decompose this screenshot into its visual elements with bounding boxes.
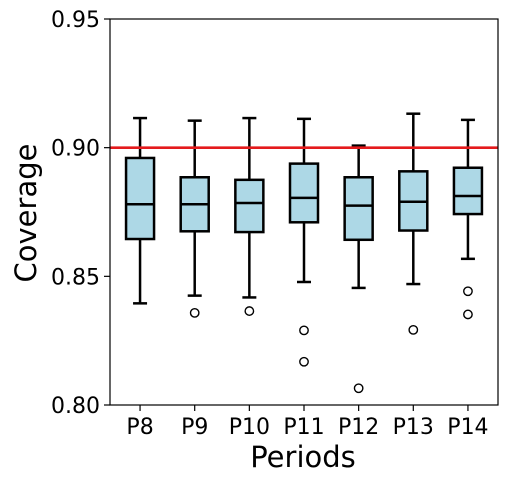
x-axis: P8 P9 P10 P11 P12 P13 P14: [126, 405, 489, 440]
x-axis-label: Periods: [250, 440, 356, 474]
outlier-point: [189, 307, 200, 318]
y-tick-label: 0.80: [51, 394, 100, 419]
outlier-point: [463, 309, 473, 320]
x-tick-label: P13: [393, 415, 434, 440]
outlier-point: [408, 324, 419, 335]
y-tick-label: 0.90: [51, 137, 100, 162]
outlier-point: [244, 306, 255, 316]
box-group-p14: [452, 118, 484, 320]
iqr-box: [288, 162, 320, 224]
y-axis-label: Coverage: [9, 144, 43, 283]
iqr-box: [452, 166, 484, 216]
iqr-box: [234, 178, 265, 234]
x-tick-label: P14: [447, 415, 488, 440]
x-tick-label: P11: [283, 415, 324, 440]
outlier-point: [299, 356, 309, 367]
box-group-p13: [398, 112, 429, 335]
box-group-p12: [343, 144, 374, 394]
y-tick-label: 0.95: [51, 8, 100, 33]
iqr-box: [343, 176, 374, 242]
iqr-box: [124, 156, 156, 241]
box-group-p8: [124, 116, 156, 305]
y-axis: 0.80 0.85 0.90 0.95: [51, 8, 110, 419]
x-tick-label: P12: [338, 415, 379, 440]
x-tick-label: P9: [181, 415, 208, 440]
x-tick-label: P8: [126, 415, 153, 440]
box-group-p10: [234, 116, 265, 316]
outlier-point: [463, 286, 473, 297]
outlier-point: [299, 325, 309, 336]
outlier-point: [353, 383, 364, 394]
box-group-p9: [179, 119, 210, 318]
chart-marks: [110, 112, 498, 394]
y-tick-label: 0.85: [51, 265, 100, 290]
x-tick-label: P10: [229, 415, 270, 440]
box-group-p11: [288, 117, 320, 367]
